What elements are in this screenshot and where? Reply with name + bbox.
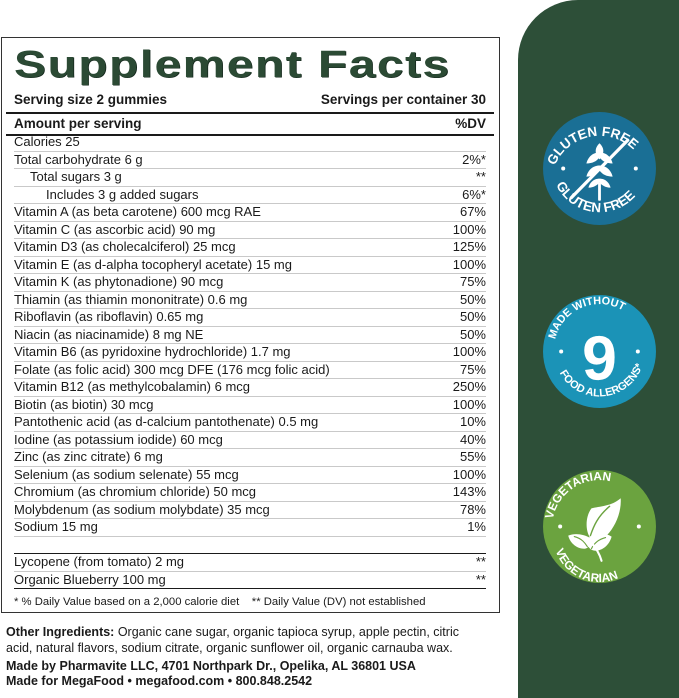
svg-text:9: 9 [582,324,617,394]
